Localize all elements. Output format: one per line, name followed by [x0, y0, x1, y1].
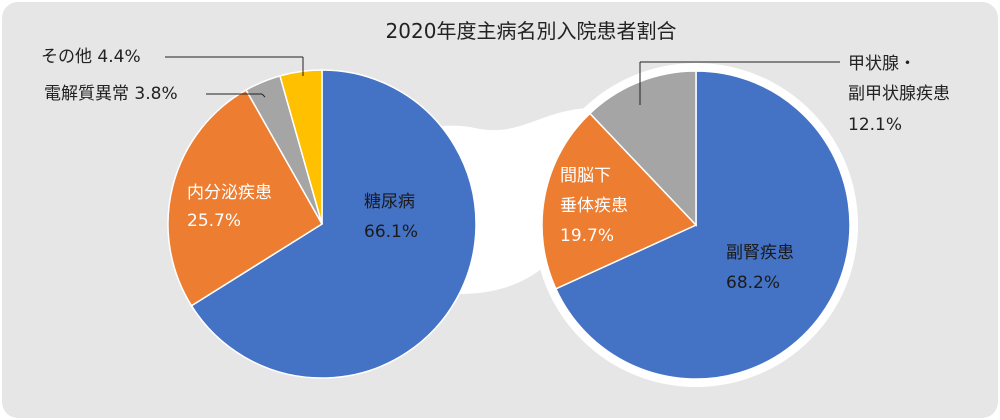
slice-thyroid	[588, 70, 697, 227]
slice-other	[279, 69, 323, 225]
chart-title: 2020年度主病名別入院患者割合	[386, 19, 677, 43]
leader-line-electrolyte-drop	[261, 93, 266, 98]
label-diabetes-value: 66.1%	[364, 222, 418, 242]
label-pituitary-name-line1: 間脳下	[560, 166, 611, 186]
label-diabetes-name: 糖尿病	[364, 192, 415, 212]
label-thyroid-name-line1: 甲状腺・	[848, 54, 916, 74]
main-pie	[167, 69, 477, 379]
label-thyroid-name-line2: 副甲状腺疾患	[848, 84, 950, 104]
slice-adrenal	[554, 70, 851, 380]
label-electrolyte: 電解質異常 3.8%	[44, 84, 178, 104]
label-pituitary-name-line2: 垂体疾患	[560, 196, 628, 216]
slice-diabetes	[190, 69, 477, 379]
label-thyroid-value: 12.1%	[848, 115, 902, 135]
label-adrenal-name: 副腎疾患	[726, 243, 794, 263]
label-other: その他 4.4%	[41, 47, 141, 67]
label-endocrine-value: 25.7%	[187, 211, 241, 231]
label-endocrine-name: 内分泌疾患	[187, 183, 272, 203]
sub-pie	[541, 70, 851, 380]
label-pituitary-value: 19.7%	[560, 226, 614, 246]
slice-endocrine	[167, 88, 324, 307]
slice-pituitary	[541, 112, 698, 290]
label-adrenal-value: 68.2%	[726, 273, 780, 293]
